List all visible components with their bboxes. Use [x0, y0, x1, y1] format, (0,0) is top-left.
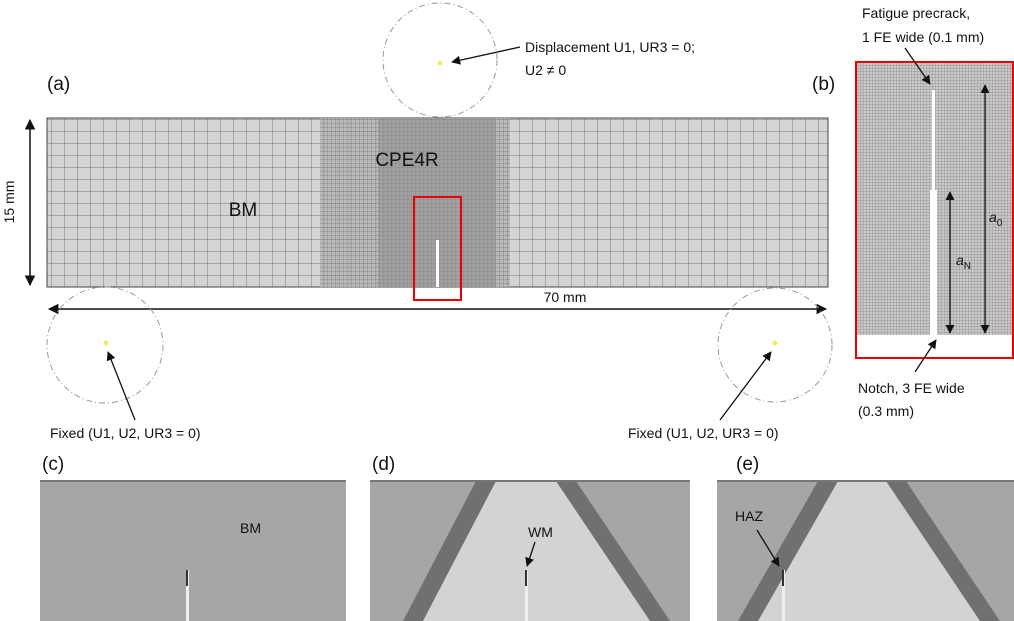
panel-label: (a): [47, 74, 70, 95]
precrack: [525, 570, 527, 586]
figure: (a) CPE4R BM 15 mm 70 mm Displacement U1…: [0, 0, 1014, 621]
annotation: Notch, 3 FE wide: [858, 380, 965, 396]
panel-label: (c): [42, 454, 64, 475]
symbol: a: [956, 252, 964, 268]
bc-label: Displacement U1, UR3 = 0;: [525, 39, 695, 55]
arrow: [720, 352, 771, 420]
precrack: [186, 570, 188, 586]
node: [773, 341, 778, 346]
detail-circle: [383, 3, 497, 117]
bc-label: Fixed (U1, U2, UR3 = 0): [50, 425, 201, 441]
region-label: WM: [528, 524, 553, 540]
precrack: [782, 570, 784, 586]
region-label: BM: [240, 520, 261, 536]
region-label: BM: [229, 200, 258, 221]
bc-label: U2 ≠ 0: [525, 62, 566, 78]
panel-label: (e): [736, 454, 759, 475]
arrow: [452, 47, 520, 62]
arrow: [915, 340, 936, 372]
panel-label: (d): [372, 454, 395, 475]
notch: [930, 190, 937, 335]
material-view: [40, 481, 346, 621]
subscript: N: [964, 261, 971, 272]
symbol: a: [989, 209, 997, 225]
node: [104, 341, 109, 346]
panel-label: (b): [812, 74, 835, 95]
annotation: Fatigue precrack,: [862, 5, 970, 21]
annotation: (0.3 mm): [858, 403, 914, 419]
arrow: [108, 352, 135, 420]
crack: [436, 240, 439, 287]
annotation: 1 FE wide (0.1 mm): [862, 29, 984, 45]
dimension-label: 70 mm: [544, 289, 587, 305]
subscript: 0: [997, 218, 1003, 229]
dimension-label: 15 mm: [1, 181, 17, 224]
bc-label: Fixed (U1, U2, UR3 = 0): [628, 425, 779, 441]
node: [438, 61, 443, 66]
element-type: CPE4R: [375, 150, 438, 171]
region-label: HAZ: [735, 508, 763, 524]
